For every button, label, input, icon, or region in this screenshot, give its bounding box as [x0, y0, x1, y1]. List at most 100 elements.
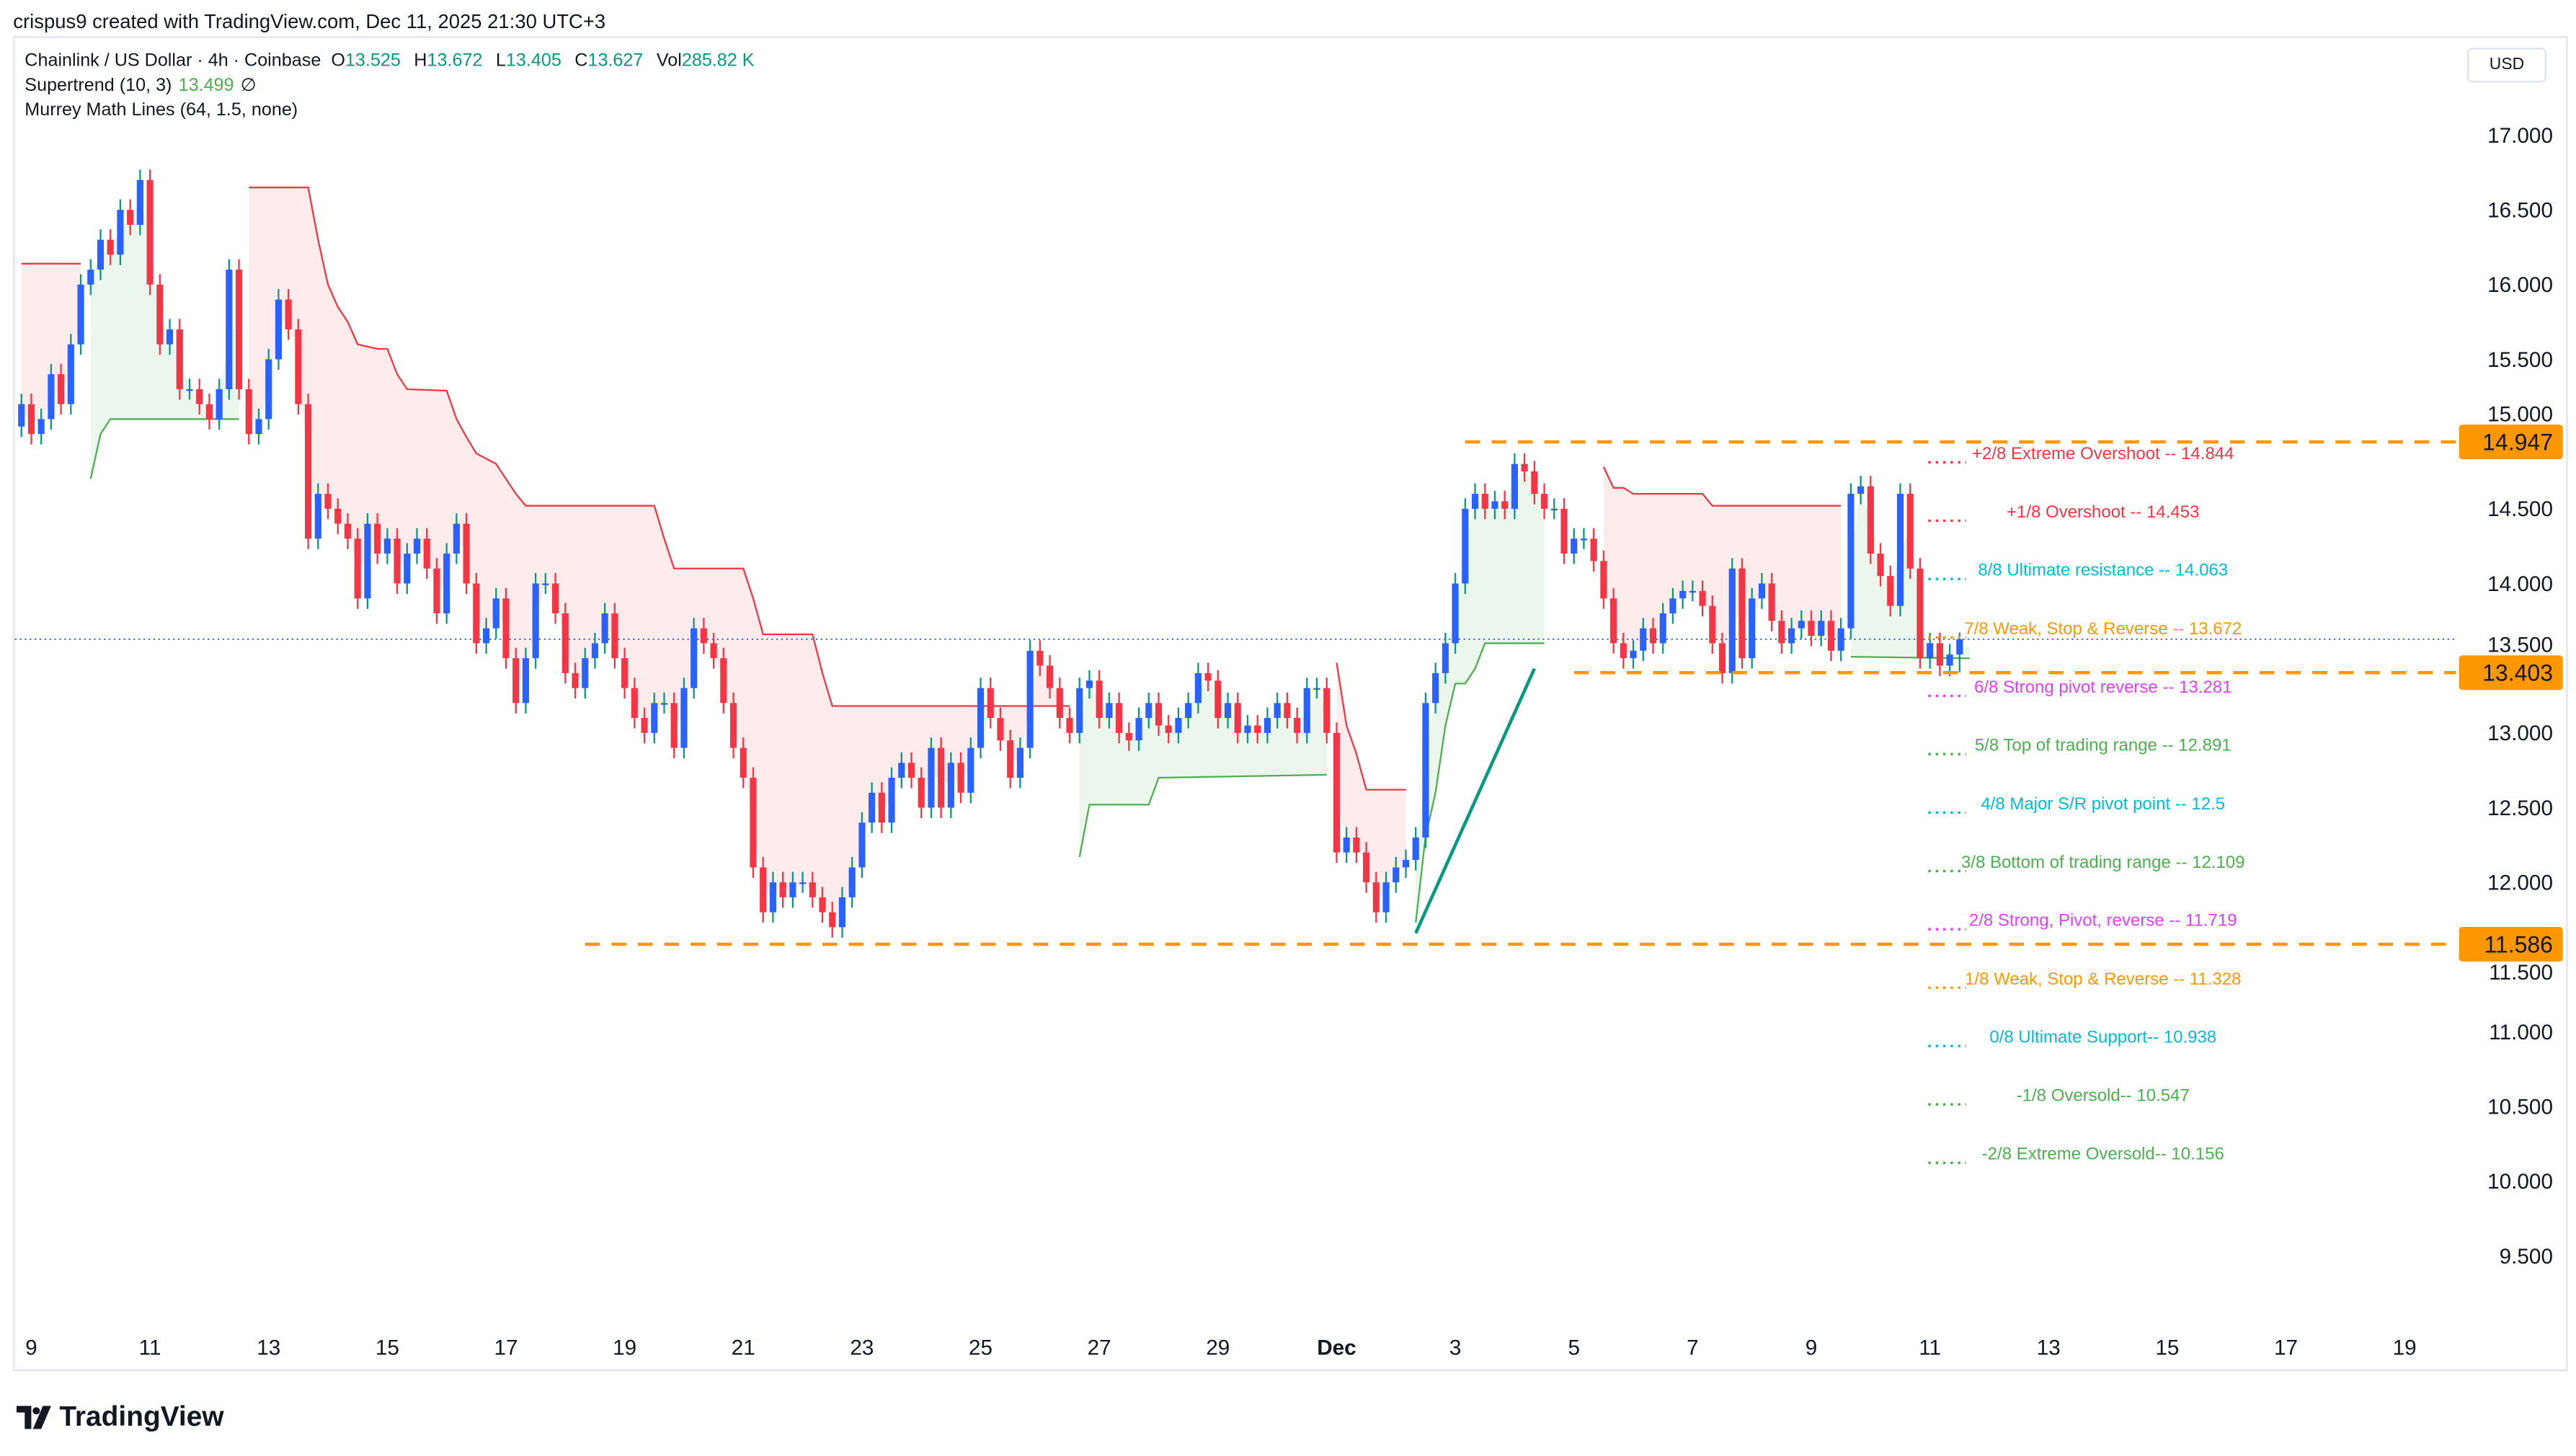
candle-body [255, 419, 262, 435]
supertrend-down-fill [249, 187, 1070, 920]
candle [987, 678, 994, 729]
time-tick-label: 7 [1687, 1336, 1699, 1360]
time-tick-label: 11 [139, 1336, 161, 1360]
candle [146, 169, 154, 296]
candle [1056, 678, 1063, 729]
candle [750, 767, 757, 878]
candle [502, 587, 510, 669]
candle [918, 767, 925, 818]
candle-body [512, 658, 520, 703]
candle [453, 513, 460, 564]
candle [957, 752, 964, 804]
time-tick-label: 5 [1568, 1336, 1580, 1360]
candle-body [1906, 494, 1914, 569]
candle-body [1620, 643, 1627, 659]
candle-body [18, 404, 25, 427]
candle [205, 394, 213, 430]
candle-body [582, 658, 589, 688]
candle [1600, 550, 1607, 609]
candle [1689, 580, 1696, 602]
candle-body [760, 867, 767, 913]
price-tick-label: 10.000 [2487, 1170, 2553, 1194]
price-tick-label: 11.500 [2489, 961, 2553, 985]
candle [1412, 827, 1419, 871]
time-tick-label: 17 [494, 1336, 518, 1360]
candle [611, 603, 618, 669]
candle [1778, 610, 1785, 654]
candle-body [1768, 583, 1775, 621]
currency-button[interactable]: USD [2467, 48, 2546, 83]
candle [314, 483, 321, 549]
candle-body [383, 538, 391, 554]
candle-body [324, 494, 332, 509]
candle [1313, 678, 1320, 699]
candle [1758, 572, 1765, 609]
candle-body [1837, 628, 1844, 651]
candle-body [522, 658, 530, 703]
candle-body [660, 703, 668, 705]
symbol-name[interactable]: Chainlink / US Dollar · 4h · Coinbase [25, 50, 321, 71]
candle-body [1738, 568, 1746, 659]
murrey-label: Murrey Math Lines (64, 1.5, none) [25, 100, 298, 120]
chart-frame [13, 36, 2568, 1372]
price-axis: 17.000 16.500 16.000 15.500 15.000 14.500 14.0… [2487, 124, 2553, 1269]
logo-text: TradingView [59, 1400, 224, 1433]
candle [1936, 632, 1943, 677]
candle-body [1016, 747, 1023, 778]
candle [700, 618, 707, 654]
candle-body [829, 912, 836, 928]
candle-body [1827, 621, 1835, 651]
candle [651, 692, 658, 744]
supertrend-down-line [1336, 662, 1406, 791]
candle [1481, 483, 1488, 520]
candle-body [641, 718, 648, 733]
time-tick-label: 29 [1206, 1336, 1230, 1360]
candle-body [1887, 576, 1894, 606]
time-tick-label: 23 [850, 1336, 874, 1360]
candle [641, 707, 648, 744]
candle-body [1036, 650, 1044, 666]
supertrend-row[interactable]: Supertrend (10, 3) 13.499 ∅ [25, 74, 763, 99]
candle [1679, 580, 1687, 609]
candle-body [334, 508, 342, 524]
candle [869, 782, 876, 833]
candle-body [1116, 703, 1123, 733]
candle-body [1353, 837, 1360, 853]
candle-body [1927, 643, 1934, 659]
candle-body [1333, 732, 1341, 853]
candle-body [1155, 703, 1163, 726]
candle [1234, 692, 1241, 744]
candle-body [1254, 725, 1261, 733]
candle-body [156, 284, 164, 345]
candle [1096, 670, 1103, 729]
candle-body [285, 299, 292, 330]
time-tick-label: 9 [1806, 1336, 1818, 1360]
candle [77, 274, 84, 355]
supertrend-value: 13.499 [178, 76, 234, 96]
candle [720, 647, 727, 714]
candle-body [1857, 486, 1865, 494]
candle [1906, 483, 1914, 580]
candle [522, 647, 530, 714]
candle [324, 483, 332, 520]
price-tick-label: 14.500 [2487, 497, 2553, 521]
murrey-row[interactable]: Murrey Math Lines (64, 1.5, none) [25, 99, 763, 123]
candle-body [1877, 554, 1884, 577]
candle [1462, 498, 1469, 595]
candle-body [572, 672, 579, 688]
price-tick-label: 12.500 [2487, 796, 2553, 820]
candle [1699, 580, 1706, 617]
murrey-label: 7/8 Weak, Stop & Reverse -- 13.672 [1964, 619, 2242, 639]
candle-body [1787, 628, 1795, 644]
murrey-label: +2/8 Extreme Overshoot -- 14.844 [1972, 444, 2234, 463]
candle-body [433, 568, 440, 613]
candle [1254, 714, 1261, 744]
candle-body [888, 778, 895, 823]
candle [1718, 632, 1726, 684]
candle [1818, 610, 1825, 647]
candle-body [1749, 598, 1756, 659]
candle-body [1402, 860, 1410, 868]
candle [1917, 558, 1924, 669]
candle-body [1936, 643, 1943, 666]
